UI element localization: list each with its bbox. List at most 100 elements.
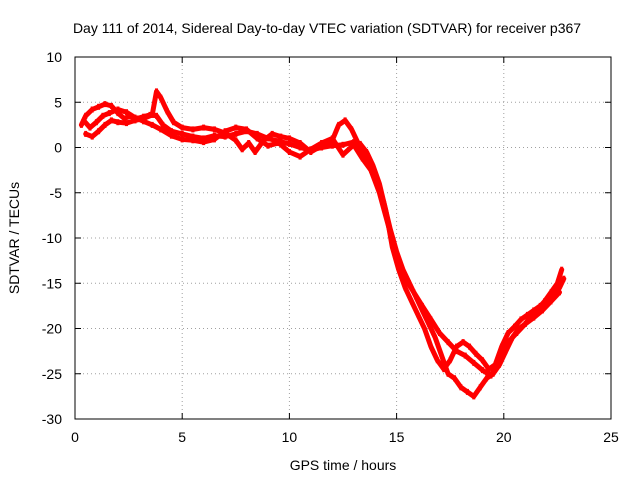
y-tick-label: 0 xyxy=(54,140,62,156)
y-axis-ticks xyxy=(75,56,611,420)
data-point xyxy=(472,359,476,366)
data-point xyxy=(427,321,431,327)
data-point xyxy=(500,343,504,350)
data-point xyxy=(549,289,553,296)
y-tick-label: 5 xyxy=(54,94,62,110)
data-point xyxy=(540,307,544,314)
data-point xyxy=(234,124,238,131)
data-point xyxy=(202,139,206,146)
data-point xyxy=(245,126,248,133)
x-axis-ticks xyxy=(74,57,612,419)
data-point xyxy=(287,135,291,142)
data-point xyxy=(555,280,559,287)
data-point xyxy=(386,221,390,228)
data-point xyxy=(362,153,366,160)
data-point xyxy=(142,118,146,125)
data-point xyxy=(412,289,416,296)
data-point xyxy=(298,140,302,146)
data-point xyxy=(558,284,561,291)
data-point xyxy=(377,189,381,196)
y-tick-label: 10 xyxy=(46,49,62,65)
data-point xyxy=(101,112,105,119)
x-tick-label: 10 xyxy=(282,429,298,445)
data-point xyxy=(549,298,553,305)
data-point xyxy=(180,130,184,137)
data-point xyxy=(84,112,88,119)
data-point xyxy=(448,357,452,364)
data-point xyxy=(480,357,484,364)
data-point xyxy=(350,126,354,133)
y-tick-label: -30 xyxy=(42,411,62,427)
data-point xyxy=(330,142,334,149)
data-point xyxy=(79,121,83,128)
data-point xyxy=(465,388,469,395)
data-point xyxy=(116,110,120,117)
data-point xyxy=(455,343,459,350)
data-point xyxy=(480,367,484,374)
data-point xyxy=(159,94,163,101)
data-point xyxy=(109,117,113,124)
y-tick-label: -15 xyxy=(42,275,62,291)
data-point xyxy=(337,121,341,128)
data-point xyxy=(320,140,324,146)
data-point xyxy=(543,298,546,305)
data-point xyxy=(560,266,564,273)
data-point xyxy=(472,393,476,400)
data-point xyxy=(125,109,128,116)
x-tick-label: 0 xyxy=(71,429,79,445)
x-axis-label: GPS time / hours xyxy=(290,457,397,473)
data-point xyxy=(446,370,450,377)
series-p367-c xyxy=(81,106,562,379)
y-tick-label: -10 xyxy=(42,230,62,246)
data-point xyxy=(478,384,482,391)
data-point xyxy=(255,130,259,137)
data-point xyxy=(506,330,510,336)
data-point xyxy=(266,142,270,149)
y-tick-label: -25 xyxy=(42,366,62,382)
data-point xyxy=(155,112,158,119)
data-point xyxy=(487,366,491,373)
data-point xyxy=(212,132,216,139)
data-point xyxy=(202,135,206,142)
data-point xyxy=(429,316,433,323)
data-point xyxy=(442,366,446,373)
data-point xyxy=(330,135,334,142)
data-point xyxy=(223,133,227,140)
data-point xyxy=(461,339,465,346)
data-point xyxy=(558,289,561,296)
data-point xyxy=(498,357,501,364)
data-point xyxy=(435,357,439,364)
data-point xyxy=(519,316,523,323)
data-point xyxy=(433,334,437,341)
data-point xyxy=(287,149,291,155)
data-point xyxy=(125,120,128,127)
data-series-layer xyxy=(78,88,567,400)
data-point xyxy=(103,101,107,108)
data-point xyxy=(109,102,113,109)
data-point xyxy=(468,343,471,350)
data-point xyxy=(459,384,463,391)
x-axis-tick-labels: 0 5 10 15 20 25 xyxy=(71,429,619,445)
data-point xyxy=(150,111,154,118)
data-point xyxy=(525,311,529,318)
data-point xyxy=(429,343,433,350)
data-point xyxy=(352,141,356,148)
data-point xyxy=(94,119,98,126)
data-point xyxy=(341,141,345,148)
data-point xyxy=(107,110,111,117)
data-point xyxy=(82,117,86,124)
x-tick-label: 20 xyxy=(496,429,512,445)
data-point xyxy=(277,140,281,146)
chart-title: Day 111 of 2014, Sidereal Day-to-day VTE… xyxy=(73,20,581,36)
data-point xyxy=(287,140,291,147)
data-point xyxy=(270,130,274,137)
x-tick-label: 5 xyxy=(178,429,186,445)
data-point xyxy=(397,266,401,273)
data-point xyxy=(180,124,184,131)
data-point xyxy=(234,137,238,144)
data-point xyxy=(240,146,244,153)
data-point xyxy=(191,137,195,144)
data-point xyxy=(212,126,216,133)
data-point xyxy=(463,352,467,359)
data-point xyxy=(403,275,407,282)
